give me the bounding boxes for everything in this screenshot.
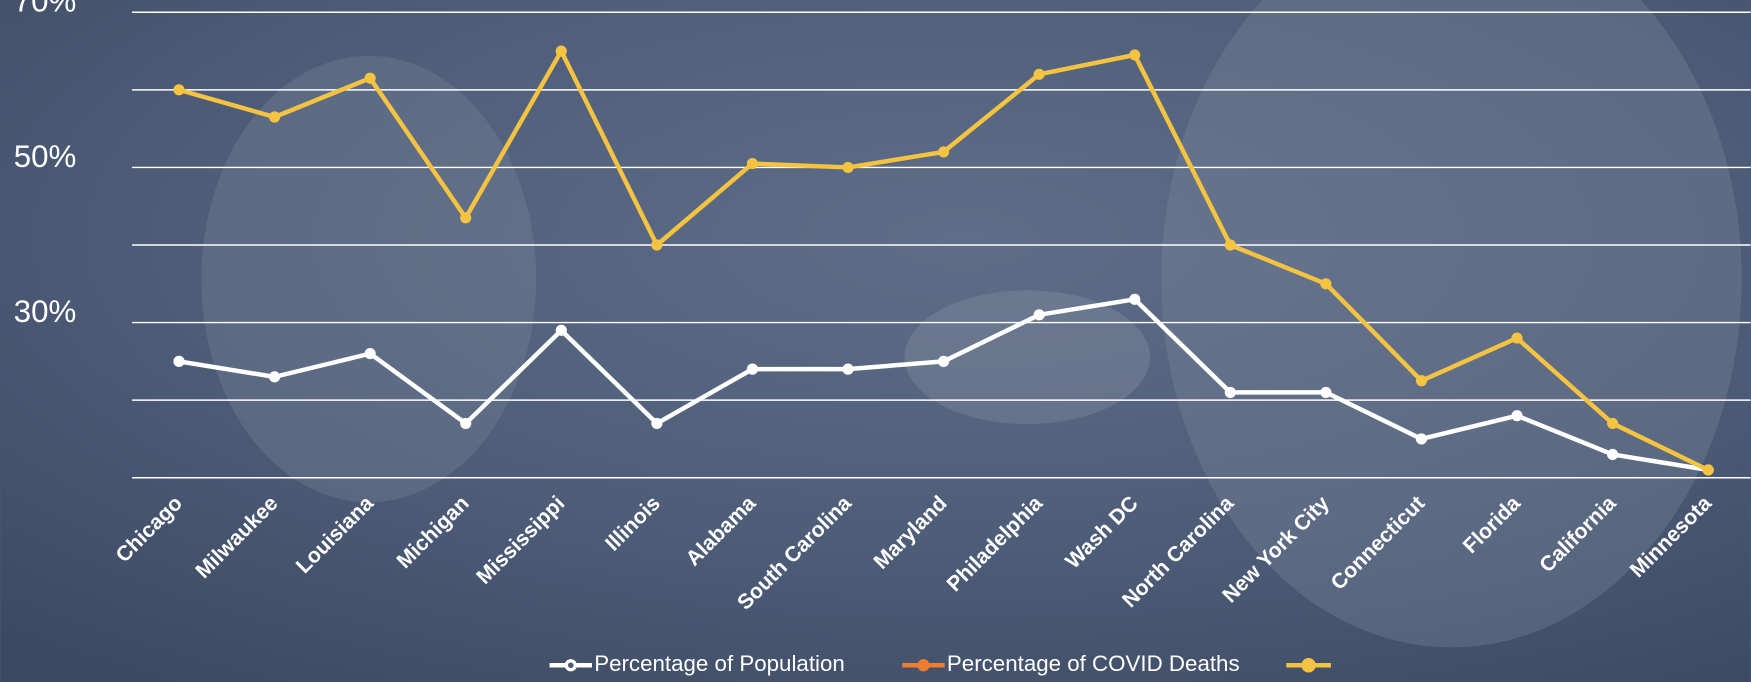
data-point: [1415, 433, 1428, 445]
data-point: [555, 45, 567, 57]
y-tick-label: 70%: [14, 0, 77, 19]
legend-marker: [564, 659, 577, 672]
data-point: [460, 212, 472, 224]
data-point: [555, 324, 567, 336]
data-point: [1320, 386, 1332, 398]
data-point: [938, 355, 950, 367]
data-point: [268, 111, 281, 123]
legend-extra-marker: [1286, 658, 1331, 673]
background-shape: [201, 55, 537, 503]
y-tick-label: 30%: [14, 294, 77, 329]
data-point: [364, 348, 376, 360]
legend-marker: [917, 659, 930, 672]
data-point: [1033, 309, 1045, 321]
data-point: [746, 157, 759, 170]
data-point: [1607, 417, 1619, 430]
data-point: [651, 239, 663, 251]
data-point: [842, 161, 854, 174]
data-point: [173, 355, 185, 367]
legend-label: Percentage of COVID Deaths: [947, 651, 1240, 676]
data-point: [268, 371, 281, 383]
data-point: [1320, 278, 1332, 290]
legend-extra-dot: [1301, 658, 1316, 673]
data-point: [842, 363, 854, 375]
legend-label: Percentage of Population: [594, 651, 845, 676]
data-point: [460, 417, 472, 430]
data-point: [1607, 448, 1619, 461]
data-point: [173, 84, 185, 96]
data-point: [746, 363, 759, 375]
data-point: [938, 146, 950, 158]
data-point: [1129, 293, 1141, 305]
data-point: [1224, 239, 1236, 251]
data-point: [364, 72, 376, 84]
data-point: [651, 417, 663, 430]
background-shape: [1161, 0, 1742, 648]
data-point: [1224, 386, 1236, 398]
data-point: [1415, 375, 1428, 387]
data-point: [1702, 464, 1714, 476]
data-point: [1511, 410, 1523, 422]
background-shape: [904, 290, 1151, 425]
y-tick-label: 50%: [14, 139, 77, 174]
data-point: [1129, 49, 1141, 61]
data-point: [1511, 332, 1523, 344]
data-point: [1033, 68, 1045, 80]
